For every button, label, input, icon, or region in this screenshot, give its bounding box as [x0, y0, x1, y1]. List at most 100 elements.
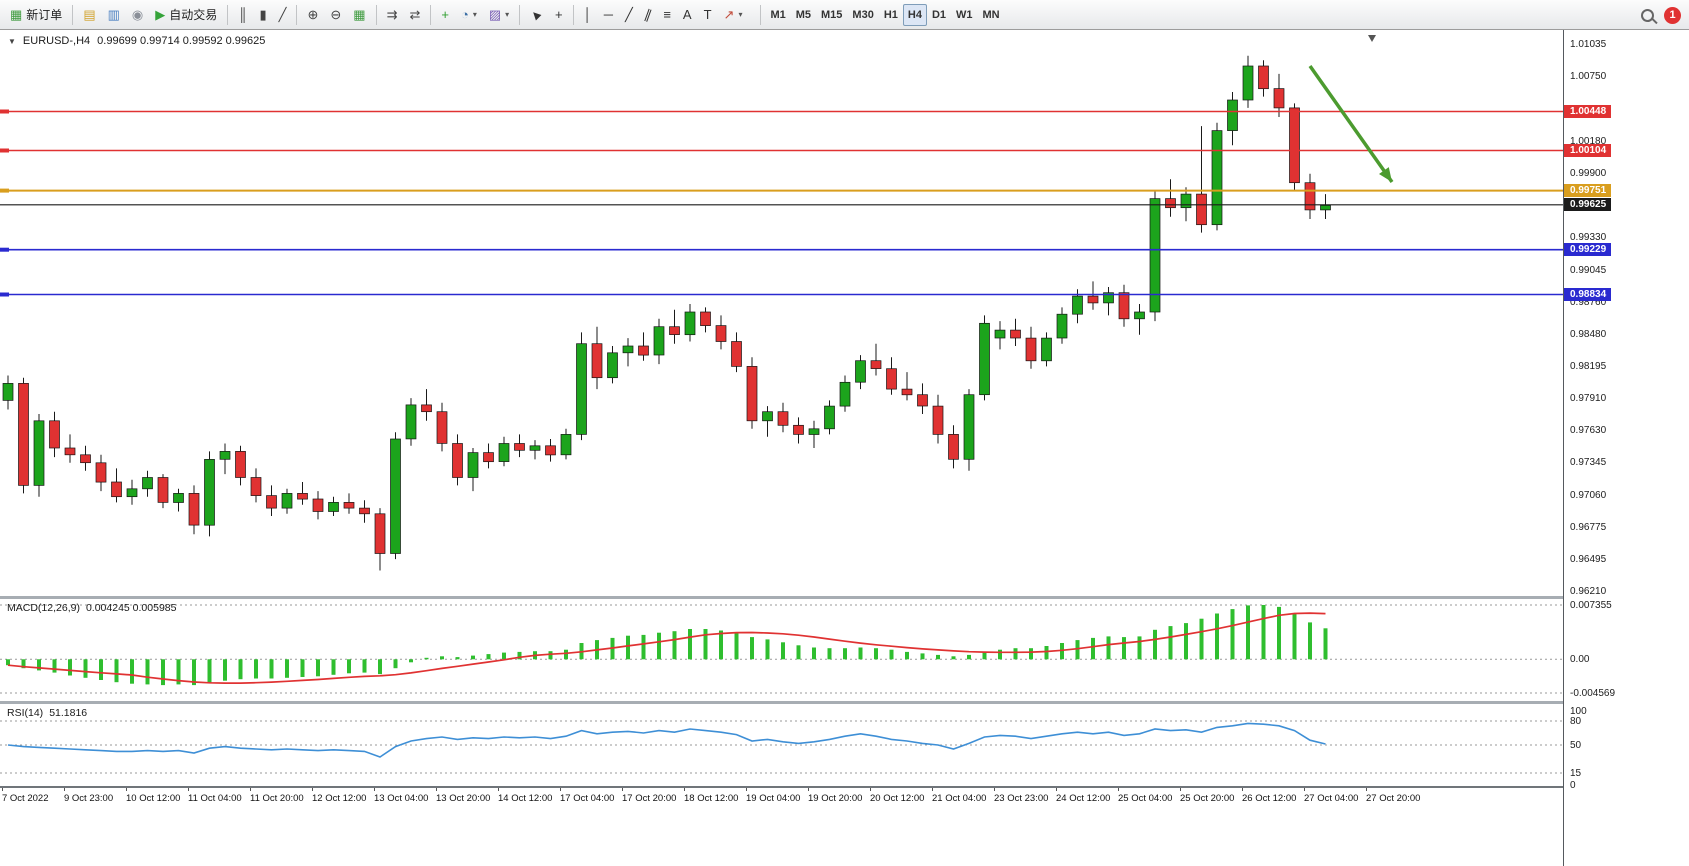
macd-axis-label: -0.004569: [1570, 688, 1616, 699]
zoom-out-button[interactable]: ⊖: [324, 3, 347, 27]
rsi-label: RSI(14) 51.1816: [7, 707, 87, 719]
caret-down-icon: ▾: [472, 10, 477, 19]
timeframe-button-M5[interactable]: M5: [791, 4, 816, 26]
main-chart-panel[interactable]: ▼ EURUSD-,H4 0.99699 0.99714 0.99592 0.9…: [0, 30, 1563, 596]
time-axis[interactable]: 7 Oct 2022 9 Oct 23:00 10 Oct 12:00 11 Oct …: [0, 788, 1563, 866]
cursor-button[interactable]: ◄: [524, 3, 549, 27]
time-axis-tick: [994, 788, 995, 791]
time-axis-tick: [498, 788, 499, 791]
price-axis[interactable]: 1.01035 1.00750 1.00180 0.99900 0.99330 0.990…: [1563, 30, 1689, 866]
price-axis-label: 0.99900: [1570, 167, 1607, 179]
chart-shift-button[interactable]: ⇄: [403, 3, 426, 27]
macd-panel[interactable]: MACD(12,26,9) 0.004245 0.005985: [0, 599, 1563, 701]
time-axis-tick: [1304, 788, 1305, 791]
toolbar-groups: ▦ 新订单 ▤ ▥ ◉ ▶ 自动交易 ║ ▮ ╱ ⊕ ⊖ ▦ ⇉ ⇄ + ◔ ▾ ▨ ▾ ◄ + │ ─ ╱ ∥ ≡ A T ↗ ▾: [4, 3, 748, 27]
price-axis-label: 0.98195: [1570, 360, 1607, 372]
rsi-axis-label: 15: [1570, 768, 1582, 779]
tile-windows-icon: ▦: [353, 7, 366, 22]
timeframe-button-M1[interactable]: M1: [765, 4, 790, 26]
candlestick-chart-button[interactable]: ▮: [253, 3, 272, 27]
price-axis-label: 0.97060: [1570, 489, 1607, 501]
time-axis-label: 25 Oct 20:00: [1180, 793, 1235, 804]
time-axis-label: 12 Oct 12:00: [312, 793, 367, 804]
time-axis-tick: [870, 788, 871, 791]
arrows-icon: ↗: [723, 7, 735, 22]
auto-trading-button-label: 自动交易: [169, 8, 218, 22]
macd-axis-label: 0.00: [1570, 654, 1590, 666]
time-axis-label: 26 Oct 12:00: [1242, 793, 1297, 804]
time-axis-tick: [560, 788, 561, 791]
toolbar-separator: [296, 4, 298, 25]
bar-chart-button[interactable]: ║: [232, 3, 253, 27]
zoom-in-icon: ⊕: [307, 7, 319, 22]
timeframe-button-H1[interactable]: H1: [879, 4, 903, 26]
market-watch-button[interactable]: ▤: [77, 3, 101, 27]
chart-title: ▼ EURUSD-,H4 0.99699 0.99714 0.99592 0.9…: [8, 35, 265, 47]
time-axis-label: 19 Oct 20:00: [808, 793, 863, 804]
line-price-badge: 1.00448: [1564, 104, 1612, 118]
time-axis-tick: [64, 788, 65, 791]
time-axis-label: 18 Oct 12:00: [684, 793, 739, 804]
crosshair-icon: +: [555, 7, 563, 22]
time-axis-tick: [808, 788, 809, 791]
timeframe-button-MN[interactable]: MN: [978, 4, 1005, 26]
indicators-button[interactable]: +: [435, 3, 455, 27]
tile-windows-button[interactable]: ▦: [347, 3, 371, 27]
time-axis-label: 25 Oct 04:00: [1118, 793, 1173, 804]
trendline-button[interactable]: ╱: [619, 3, 639, 27]
timeframe-button-W1[interactable]: W1: [951, 4, 978, 26]
new-order-button-label: 新订单: [26, 8, 63, 22]
line-chart-button[interactable]: ╱: [273, 3, 293, 27]
navigator-icon: ◉: [131, 7, 144, 22]
arrows-button[interactable]: ↗ ▾: [718, 3, 749, 27]
price-axis-label: 0.98760: [1570, 296, 1607, 308]
market-watch-icon: ▤: [83, 7, 96, 22]
timeframe-button-D1[interactable]: D1: [927, 4, 951, 26]
navigator-button[interactable]: ◉: [126, 3, 149, 27]
timeframe-button-H4[interactable]: H4: [902, 3, 927, 26]
timeframe-bar: M1 M5 M15 M30 H1 H4 D1 W1 MN: [756, 3, 1005, 26]
time-axis-tick: [126, 788, 127, 791]
price-axis-label: 0.97630: [1570, 425, 1607, 437]
panel-splitter[interactable]: [0, 596, 1689, 599]
rsi-canvas[interactable]: [0, 704, 1563, 786]
periods-button[interactable]: ◔ ▾: [455, 3, 483, 27]
horizontal-line-icon: ─: [603, 7, 613, 22]
crosshair-button[interactable]: +: [549, 3, 569, 27]
zoom-in-button[interactable]: ⊕: [301, 3, 324, 27]
label-button[interactable]: T: [698, 3, 718, 27]
horizontal-line-button[interactable]: ─: [598, 3, 619, 27]
vertical-line-button[interactable]: │: [578, 3, 598, 27]
main-chart-canvas[interactable]: [0, 30, 1563, 596]
timeframe-button-M30[interactable]: M30: [847, 4, 878, 26]
data-window-button[interactable]: ▥: [102, 3, 126, 27]
new-order-button[interactable]: ▦ 新订单: [4, 3, 68, 27]
auto-trading-button[interactable]: ▶ 自动交易: [149, 3, 223, 27]
time-axis-tick: [1118, 788, 1119, 791]
panel-splitter[interactable]: [0, 701, 1689, 704]
label-icon: T: [703, 7, 712, 22]
line-price-badge: 1.00104: [1564, 143, 1612, 157]
time-axis-label: 17 Oct 20:00: [622, 793, 677, 804]
time-axis-tick: [1366, 788, 1367, 791]
macd-values: 0.004245 0.005985: [85, 602, 177, 614]
time-axis-tick: [684, 788, 685, 791]
time-axis-label: 23 Oct 23:00: [994, 793, 1049, 804]
notification-badge[interactable]: 1: [1664, 6, 1681, 24]
rsi-panel[interactable]: RSI(14) 51.1816: [0, 704, 1563, 786]
time-axis-label: 27 Oct 20:00: [1366, 793, 1421, 804]
timeframe-button-M15[interactable]: M15: [816, 4, 847, 26]
time-axis-tick: [1242, 788, 1243, 791]
time-axis-tick: [312, 788, 313, 791]
periods-icon: ◔: [460, 7, 469, 22]
macd-canvas[interactable]: [0, 599, 1563, 701]
toolbar: ▦ 新订单 ▤ ▥ ◉ ▶ 自动交易 ║ ▮ ╱ ⊕ ⊖ ▦ ⇉ ⇄ + ◔ ▾ ▨ ▾ ◄ + │ ─ ╱ ∥ ≡ A T ↗ ▾ M1 M…: [0, 0, 1689, 30]
vertical-line-icon: │: [583, 7, 592, 22]
templates-button[interactable]: ▨ ▾: [483, 3, 515, 27]
search-icon[interactable]: [1641, 8, 1654, 22]
window-caret-icon: ▼: [8, 36, 16, 46]
text-button[interactable]: A: [677, 3, 698, 27]
fibonacci-button[interactable]: ≡: [657, 3, 677, 27]
auto-scroll-button[interactable]: ⇉: [381, 3, 404, 27]
channel-button[interactable]: ∥: [639, 3, 658, 27]
